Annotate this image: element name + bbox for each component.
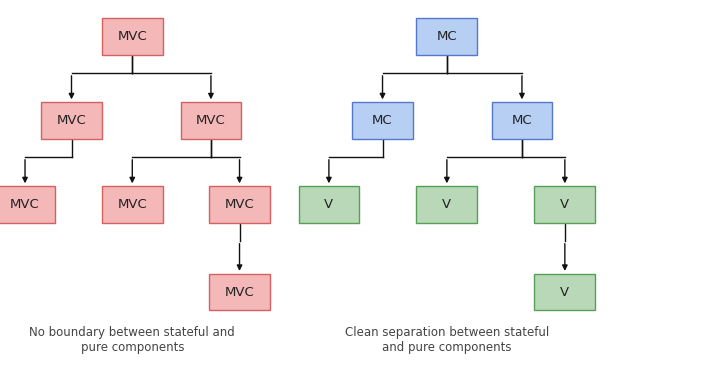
Text: MVC: MVC	[225, 198, 255, 211]
Text: MVC: MVC	[10, 198, 40, 211]
Text: V: V	[561, 285, 569, 299]
Text: MVC: MVC	[196, 114, 226, 127]
FancyBboxPatch shape	[180, 102, 242, 139]
FancyBboxPatch shape	[0, 186, 56, 223]
FancyBboxPatch shape	[209, 186, 270, 223]
Text: MVC: MVC	[117, 198, 147, 211]
Text: MC: MC	[373, 114, 393, 127]
FancyBboxPatch shape	[299, 186, 360, 223]
FancyBboxPatch shape	[416, 186, 478, 223]
Text: Clean separation between stateful
and pure components: Clean separation between stateful and pu…	[345, 326, 549, 354]
Text: V: V	[561, 198, 569, 211]
Text: MVC: MVC	[117, 30, 147, 43]
FancyBboxPatch shape	[102, 18, 162, 55]
FancyBboxPatch shape	[535, 274, 596, 310]
Text: MC: MC	[512, 114, 532, 127]
Text: MVC: MVC	[56, 114, 87, 127]
Text: V: V	[325, 198, 333, 211]
FancyBboxPatch shape	[352, 102, 413, 139]
Text: MC: MC	[437, 30, 457, 43]
FancyBboxPatch shape	[41, 102, 102, 139]
FancyBboxPatch shape	[209, 274, 270, 310]
Text: MVC: MVC	[225, 285, 255, 299]
FancyBboxPatch shape	[492, 102, 552, 139]
Text: No boundary between stateful and
pure components: No boundary between stateful and pure co…	[29, 326, 235, 354]
FancyBboxPatch shape	[416, 18, 478, 55]
FancyBboxPatch shape	[535, 186, 596, 223]
Text: V: V	[443, 198, 451, 211]
FancyBboxPatch shape	[102, 186, 162, 223]
